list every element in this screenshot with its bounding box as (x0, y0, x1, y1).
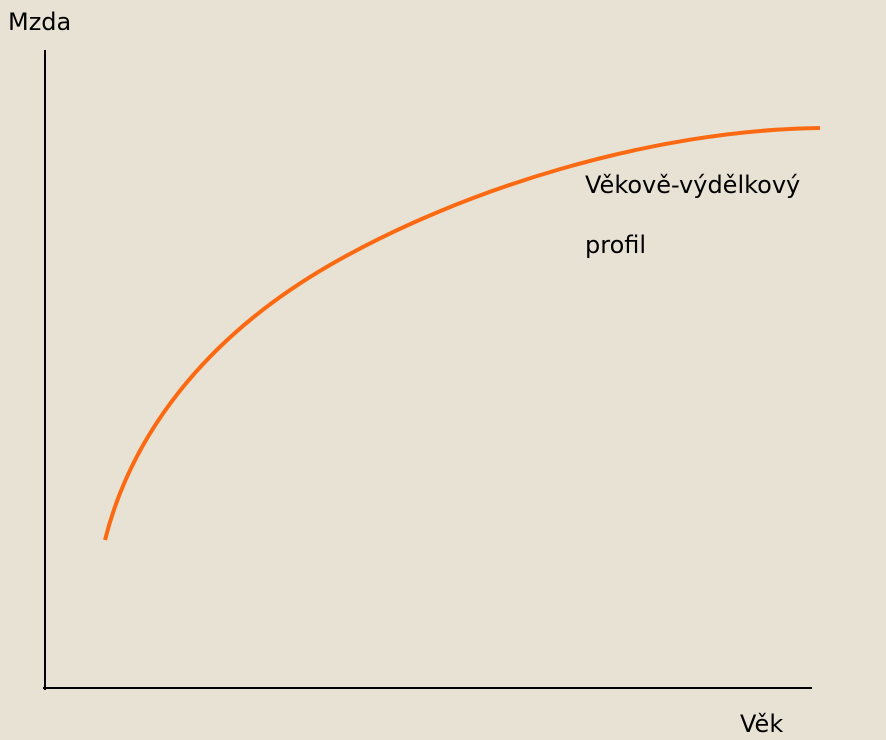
curve-label: Věkově-výdělkový (585, 171, 800, 199)
age-earnings-curve (103, 126, 821, 541)
x-axis-label: Věk (740, 710, 783, 738)
y-axis-label: Mzda (8, 8, 71, 36)
curve-label: profil (585, 231, 646, 259)
